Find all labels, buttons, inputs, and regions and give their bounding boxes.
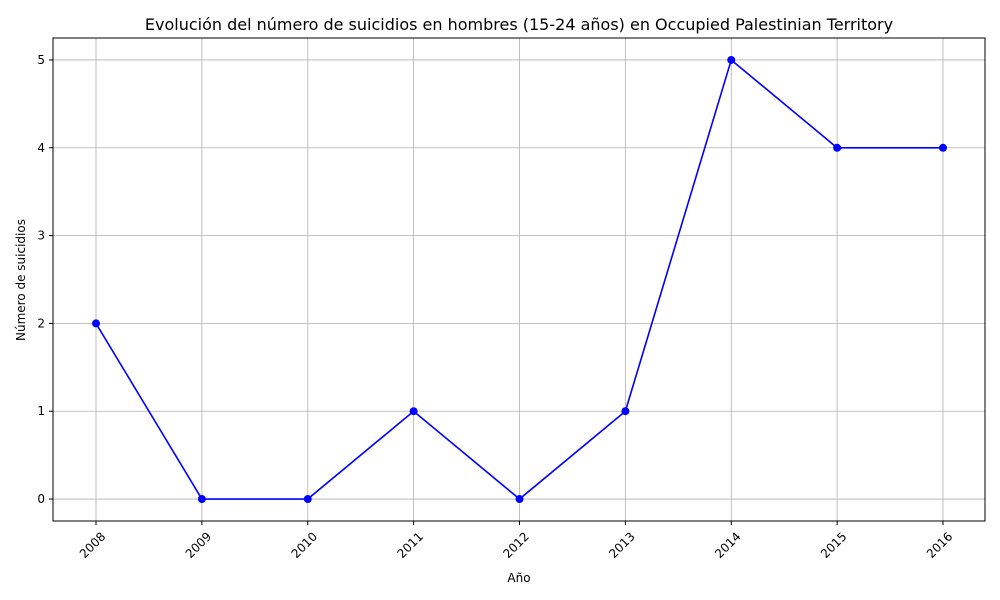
data-point xyxy=(621,407,630,416)
data-point xyxy=(197,495,206,504)
y-tick-label: 1 xyxy=(37,404,45,418)
data-point xyxy=(303,495,312,504)
y-tick-label: 3 xyxy=(37,229,45,243)
chart-title: Evolución del número de suicidios en hom… xyxy=(145,15,893,34)
series-line xyxy=(92,55,947,504)
data-point xyxy=(727,55,736,64)
data-point xyxy=(833,143,842,152)
y-tick-label: 4 xyxy=(37,141,45,155)
x-axis-label: Año xyxy=(507,571,530,585)
data-point xyxy=(409,407,418,416)
y-tick-label: 2 xyxy=(37,316,45,330)
y-tick-label: 0 xyxy=(37,492,45,506)
y-axis-ticks: 0 1 2 3 4 5 xyxy=(37,53,53,506)
data-point xyxy=(515,495,524,504)
y-axis-label: Número de suicidios xyxy=(14,219,28,341)
y-tick-label: 5 xyxy=(37,53,45,67)
data-point xyxy=(92,319,100,328)
data-point xyxy=(939,143,947,152)
grid-lines xyxy=(53,38,985,521)
